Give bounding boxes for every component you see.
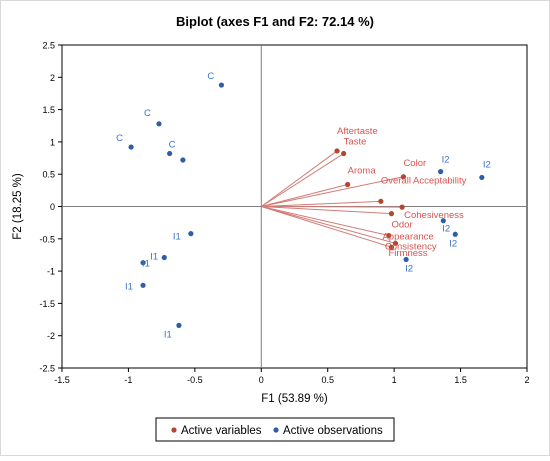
y-tick-label: -0.5 bbox=[39, 234, 55, 244]
observation-point bbox=[128, 144, 134, 150]
variable-point bbox=[378, 198, 384, 204]
observation-point bbox=[167, 150, 173, 157]
observation-label: I1 bbox=[164, 329, 172, 340]
axes-layer: -1.5 -1 -0.5 0 0.5 1 1.5 2 -2.5 -2 -1.5 -1 -0.5 0 0.5 1… bbox=[39, 41, 529, 386]
variable-label: Odor bbox=[391, 220, 412, 231]
variable-vector bbox=[261, 206, 392, 215]
observation-label: I1 bbox=[150, 252, 158, 263]
y-tick-label: 2.5 bbox=[42, 41, 55, 51]
legend-label-observations: Active observations bbox=[283, 425, 383, 437]
variable-label: Aroma bbox=[348, 166, 377, 177]
y-tick-label: -2.5 bbox=[39, 364, 55, 374]
observation-label: I2 bbox=[405, 263, 413, 274]
variable-point bbox=[400, 174, 407, 180]
variable-point bbox=[345, 181, 351, 188]
x-tick-label: 2 bbox=[524, 375, 529, 385]
variable-label: Overall Acceptability bbox=[381, 175, 467, 186]
variable-label: Aftertaste bbox=[337, 126, 378, 137]
observation-point bbox=[452, 231, 458, 237]
variable-label: Firmness bbox=[388, 248, 427, 259]
variable-vector bbox=[261, 200, 381, 207]
variable-vector bbox=[261, 206, 396, 244]
chart-title: Biplot (axes F1 and F2: 72.14 %) bbox=[176, 14, 374, 29]
variable-label: Appearance bbox=[382, 231, 433, 242]
observation-label: C bbox=[169, 140, 176, 151]
variable-point bbox=[334, 148, 340, 154]
legend-marker-observations bbox=[273, 427, 279, 433]
observation-point bbox=[140, 260, 146, 266]
observation-point bbox=[180, 157, 186, 163]
y-tick-label: 1.5 bbox=[42, 105, 55, 115]
x-tick-label: -0.5 bbox=[187, 375, 203, 385]
y-tick-label: -2 bbox=[47, 331, 55, 341]
observation-point bbox=[403, 256, 409, 263]
observation-point bbox=[156, 121, 162, 127]
variable-vector bbox=[261, 184, 348, 207]
observation-label: I1 bbox=[125, 281, 133, 292]
observation-point bbox=[161, 254, 167, 261]
variable-point bbox=[386, 232, 392, 239]
legend-marker-variables bbox=[171, 427, 177, 433]
variable-label: Taste bbox=[344, 137, 367, 148]
observation-label: I2 bbox=[442, 155, 450, 166]
variable-vector bbox=[261, 206, 389, 237]
x-tick-label: -1.5 bbox=[54, 375, 70, 385]
observation-label: I2 bbox=[442, 224, 450, 235]
observation-label: C bbox=[116, 133, 123, 144]
legend-label-variables: Active variables bbox=[181, 425, 262, 437]
y-tick-label: 2 bbox=[50, 73, 55, 83]
observation-point bbox=[218, 82, 225, 88]
variable-vector bbox=[261, 206, 403, 208]
observation-label: C bbox=[144, 108, 151, 119]
x-tick-label: 1.5 bbox=[454, 375, 467, 385]
observation-point bbox=[479, 174, 485, 181]
observation-label: I1 bbox=[173, 232, 181, 243]
y-axis-label: F2 (18.25 %) bbox=[12, 173, 24, 240]
x-tick-label: 1 bbox=[392, 375, 397, 385]
variable-point bbox=[388, 211, 395, 217]
variable-label: Cohesiveness bbox=[404, 210, 464, 221]
x-axis-label: F1 (53.89 %) bbox=[261, 393, 328, 405]
y-tick-label: 0 bbox=[50, 202, 55, 212]
variable-point bbox=[341, 150, 347, 157]
observation-point bbox=[140, 282, 146, 288]
y-tick-label: -1 bbox=[47, 267, 55, 277]
variable-vector bbox=[261, 206, 392, 248]
observation-point bbox=[188, 231, 194, 237]
observation-label: I1 bbox=[142, 259, 150, 270]
variable-vector bbox=[260, 150, 338, 207]
x-tick-label: 0 bbox=[259, 375, 264, 385]
variable-vector bbox=[261, 176, 404, 207]
y-tick-label: 1 bbox=[50, 137, 55, 147]
observation-label: C bbox=[207, 71, 214, 82]
variable-label: Consistency bbox=[385, 242, 437, 253]
y-tick-label: -1.5 bbox=[39, 299, 55, 309]
variable-point bbox=[392, 240, 399, 246]
y-tick-label: 0.5 bbox=[42, 170, 55, 180]
variable-vectors bbox=[260, 150, 404, 248]
variable-point bbox=[388, 244, 395, 250]
observation-point bbox=[176, 322, 182, 328]
variable-point bbox=[399, 204, 405, 210]
variable-vector bbox=[261, 153, 344, 207]
x-tick-label: -1 bbox=[124, 375, 132, 385]
points-layer bbox=[128, 82, 485, 328]
observation-label: I2 bbox=[449, 238, 457, 249]
observation-label: I2 bbox=[483, 159, 491, 170]
observation-point bbox=[440, 218, 446, 224]
variable-label: Color bbox=[403, 158, 426, 169]
x-tick-label: 0.5 bbox=[321, 375, 334, 385]
legend: Active variables Active observations bbox=[155, 417, 395, 442]
observation-point bbox=[438, 169, 444, 175]
